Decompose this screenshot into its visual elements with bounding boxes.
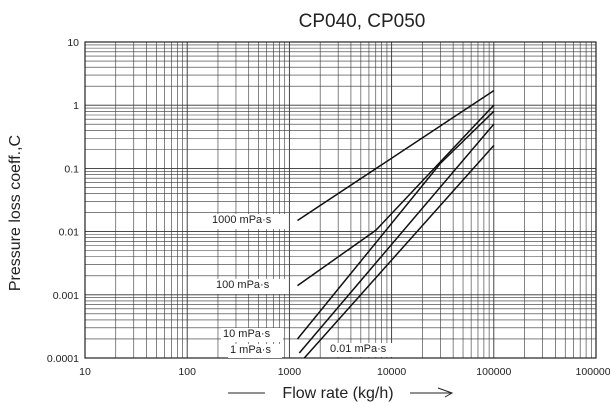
series-label: 10 mPa·s xyxy=(223,328,271,340)
flow-arrow-icon xyxy=(410,387,454,398)
chart-title: CP040, CP050 xyxy=(299,11,426,32)
series-label-background xyxy=(228,344,282,358)
y-tick-label: 1 xyxy=(73,100,79,112)
y-tick-label: 10 xyxy=(67,37,79,49)
series-label-background xyxy=(214,279,286,294)
series-label-background xyxy=(210,214,288,229)
x-tick-label: 100000 xyxy=(476,366,511,378)
series-label: 1 mPa·s xyxy=(230,344,271,356)
x-axis-label: Flow rate (kg/h) xyxy=(282,385,393,402)
x-axis-label-group: Flow rate (kg/h) xyxy=(228,385,454,402)
series-layer: 1000 mPa·s 100 mPa·s 10 mPa·s 1 mPa·s 0.01 m… xyxy=(210,89,495,359)
x-tick-label: 100 xyxy=(178,366,196,378)
x-tick-label: 1000 xyxy=(278,366,302,378)
grid-layer xyxy=(84,42,596,359)
y-tick-label: 0.1 xyxy=(64,163,79,175)
series-label: 1000 mPa·s xyxy=(212,214,272,226)
y-tick-label: 0.0001 xyxy=(47,353,79,365)
series-label: 100 mPa·s xyxy=(216,279,270,291)
y-tick-label: 0.01 xyxy=(59,227,80,239)
y-tick-label: 0.001 xyxy=(53,290,79,302)
series-label-background xyxy=(221,328,283,342)
series-line xyxy=(298,123,495,354)
series-label-background xyxy=(328,343,398,357)
plot-frame xyxy=(84,41,597,359)
y-axis-label: Pressure loss coeff.,C xyxy=(7,135,24,291)
x-tick-label: 10000 xyxy=(377,366,406,378)
x-tick-label: 10 xyxy=(79,366,91,378)
series-line xyxy=(296,110,495,340)
series-line xyxy=(297,104,495,287)
series-line xyxy=(297,89,495,222)
series-line xyxy=(303,145,495,359)
series-label: 0.01 mPa·s xyxy=(330,343,387,355)
